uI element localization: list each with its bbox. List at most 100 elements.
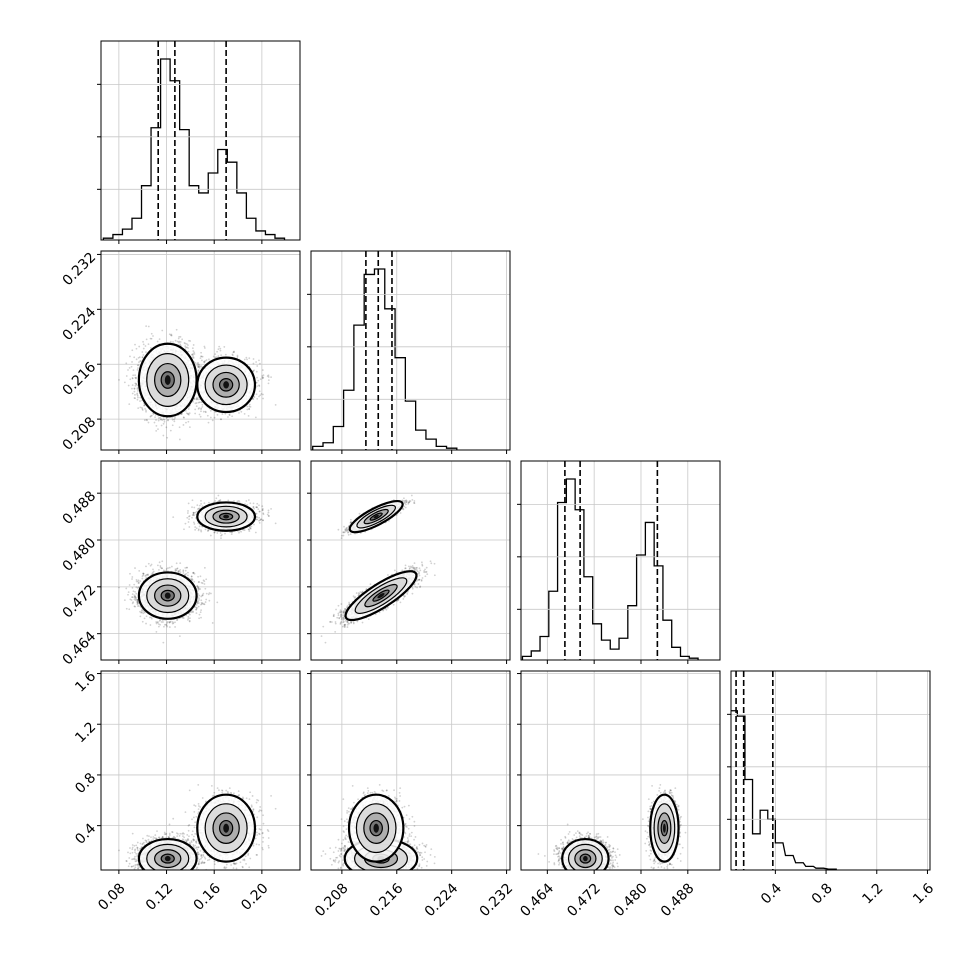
sample-point [258, 359, 260, 362]
sample-point [179, 335, 182, 338]
sample-point [192, 357, 195, 359]
sample-point [228, 414, 231, 416]
sample-point [202, 410, 205, 413]
sample-point [220, 418, 222, 421]
sample-point [150, 414, 153, 417]
sample-point [197, 408, 200, 410]
sample-point [266, 375, 269, 378]
sample-point [224, 412, 227, 415]
sample-point [238, 412, 240, 414]
sample-point [247, 414, 250, 417]
sample-point [215, 356, 218, 358]
sample-point [200, 351, 202, 354]
sample-point [252, 362, 255, 365]
sample-point [248, 403, 251, 406]
sample-point [187, 347, 189, 349]
sample-point [267, 374, 270, 377]
sample-point [135, 377, 137, 380]
sample-point [195, 396, 198, 399]
sample-point [170, 334, 173, 337]
sample-point [131, 377, 134, 379]
sample-point [170, 333, 173, 336]
sample-point [153, 421, 156, 424]
sample-point [163, 420, 166, 423]
sample-point [150, 332, 153, 335]
sample-point [232, 351, 235, 354]
sample-point [198, 364, 200, 366]
sample-point [131, 387, 133, 390]
sample-point [185, 421, 187, 424]
sample-point [258, 362, 261, 365]
sample-point [197, 369, 200, 372]
sample-point [127, 384, 130, 387]
sample-point [136, 388, 139, 390]
sample-point [200, 355, 203, 358]
sample-point [255, 393, 258, 396]
sample-point [132, 374, 135, 377]
sample-point [141, 409, 144, 411]
sample-point [196, 364, 199, 367]
sample-point [252, 358, 255, 360]
histogram-panel-p0 [97, 40, 301, 244]
sample-point [187, 344, 189, 347]
sample-point [219, 349, 222, 352]
sample-point [197, 361, 199, 364]
sample-point [182, 416, 185, 419]
sample-point [136, 364, 139, 367]
sample-point [188, 412, 191, 415]
sample-point [131, 361, 133, 363]
sample-point [262, 397, 264, 400]
sample-point [183, 342, 186, 344]
sample-point [161, 329, 164, 332]
sample-point [258, 385, 261, 387]
sample-point [214, 356, 217, 359]
sample-point [139, 396, 142, 399]
sample-point [188, 426, 191, 429]
sample-point [131, 349, 134, 352]
sample-point [137, 390, 139, 392]
sample-point [149, 415, 152, 418]
sample-point [133, 397, 136, 399]
sample-point [236, 355, 239, 358]
sample-point [252, 398, 255, 400]
sample-point [201, 405, 204, 408]
sample-point [262, 376, 265, 379]
sample-point [243, 412, 246, 415]
sample-point [193, 397, 196, 400]
sample-point [145, 418, 148, 421]
sample-point [149, 347, 152, 349]
sample-point [145, 351, 147, 354]
sample-point [255, 370, 258, 373]
sample-point [177, 337, 180, 340]
sample-point [186, 413, 189, 416]
sample-point [138, 356, 141, 358]
sample-point [169, 429, 172, 432]
sample-point [135, 383, 138, 386]
sample-point [142, 347, 145, 350]
sample-point [138, 361, 140, 364]
sample-point [187, 408, 190, 410]
sample-point [139, 360, 142, 362]
sample-point [125, 362, 128, 365]
sample-point [155, 419, 157, 421]
sample-point [260, 393, 263, 395]
sample-point [198, 407, 201, 409]
sample-point [267, 379, 270, 382]
sample-point [173, 418, 176, 421]
sample-point [240, 410, 243, 413]
sample-point [160, 418, 162, 420]
sample-point [213, 416, 216, 419]
sample-point [199, 365, 202, 368]
sample-point [158, 338, 161, 341]
sample-point [258, 384, 260, 387]
sample-point [192, 353, 195, 355]
sample-point [137, 364, 140, 367]
sample-point [185, 343, 188, 345]
sample-point [172, 341, 174, 343]
sample-point [200, 401, 203, 404]
sample-point [150, 415, 152, 417]
sample-point [178, 341, 180, 344]
sample-point [136, 384, 139, 387]
sample-point [198, 401, 201, 404]
